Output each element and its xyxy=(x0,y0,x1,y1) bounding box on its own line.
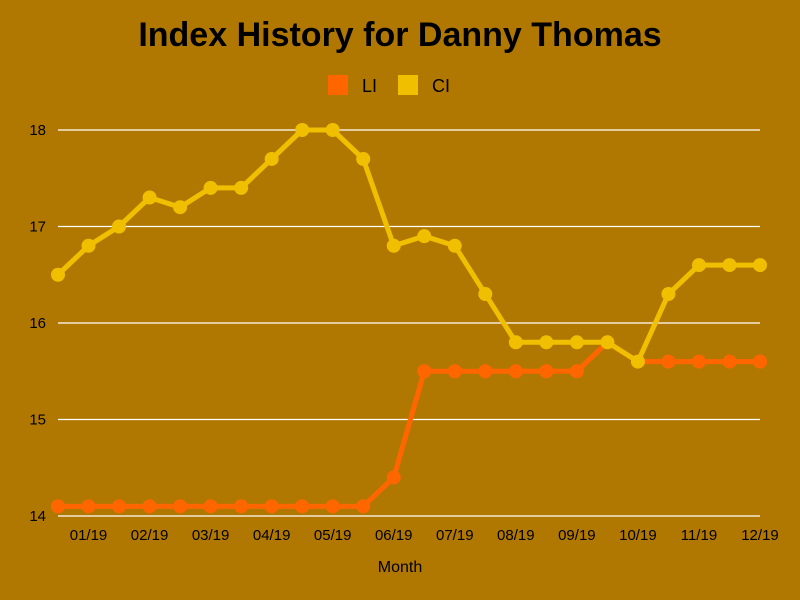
data-point-ci xyxy=(173,200,188,215)
chart-title: Index History for Danny Thomas xyxy=(138,16,661,54)
x-tick-label: 08/19 xyxy=(497,527,535,544)
x-tick-label: 04/19 xyxy=(253,527,291,544)
series-group xyxy=(51,123,767,514)
data-point-li xyxy=(417,364,432,379)
data-point-li xyxy=(753,354,767,369)
data-point-ci xyxy=(447,238,462,253)
grid xyxy=(58,129,760,517)
data-point-li xyxy=(356,499,371,514)
data-point-li xyxy=(112,499,127,514)
data-point-ci xyxy=(234,180,249,195)
data-point-ci xyxy=(417,229,432,244)
data-point-li xyxy=(447,364,462,379)
data-point-ci xyxy=(539,335,554,350)
legend-label-li: LI xyxy=(362,76,377,96)
legend: LI CI xyxy=(328,75,450,96)
data-point-ci xyxy=(51,267,65,282)
data-point-ci xyxy=(325,123,340,137)
x-tick-label: 12/19 xyxy=(741,527,779,544)
data-point-ci xyxy=(478,287,493,302)
data-point-li xyxy=(539,364,554,379)
data-point-li xyxy=(51,499,65,514)
x-tick-label: 02/19 xyxy=(131,527,169,544)
data-point-li xyxy=(661,354,676,369)
data-point-li xyxy=(234,499,249,514)
x-tick-label: 11/19 xyxy=(681,527,717,544)
x-axis-ticks: 01/19 02/19 03/19 04/19 05/19 06/19 07/19 08/19… xyxy=(70,527,779,544)
data-point-ci xyxy=(203,180,218,195)
data-point-ci xyxy=(142,190,157,205)
legend-label-ci: CI xyxy=(432,76,450,96)
y-tick-label: 15 xyxy=(29,412,46,429)
data-point-li xyxy=(295,499,310,514)
data-point-ci xyxy=(722,258,737,273)
y-tick-label: 17 xyxy=(29,219,46,236)
legend-swatch-ci xyxy=(398,75,418,95)
y-tick-label: 18 xyxy=(29,122,46,139)
data-point-ci xyxy=(661,287,676,302)
data-point-li xyxy=(722,354,737,369)
series-line-ci xyxy=(55,127,763,365)
data-point-ci xyxy=(295,123,310,137)
x-axis-label: Month xyxy=(378,559,422,576)
data-point-ci xyxy=(569,335,584,350)
data-point-ci xyxy=(753,258,767,273)
x-tick-label: 03/19 xyxy=(192,527,230,544)
x-tick-label: 01/19 xyxy=(70,527,108,544)
y-tick-label: 14 xyxy=(29,508,46,525)
data-point-ci xyxy=(630,354,645,369)
y-axis-ticks: 14 15 16 17 18 xyxy=(29,122,46,525)
data-point-ci xyxy=(508,335,523,350)
data-point-ci xyxy=(386,238,401,253)
y-tick-label: 16 xyxy=(29,315,46,332)
data-point-li xyxy=(691,354,706,369)
data-point-li xyxy=(386,470,401,485)
series-ci xyxy=(51,123,767,369)
x-tick-label: 05/19 xyxy=(314,527,352,544)
x-tick-label: 07/19 xyxy=(436,527,474,544)
data-point-li xyxy=(173,499,188,514)
x-tick-label: 10/19 xyxy=(619,527,657,544)
data-point-ci xyxy=(356,151,371,166)
data-point-li xyxy=(142,499,157,514)
data-point-ci xyxy=(600,335,615,350)
data-point-li xyxy=(264,499,279,514)
data-point-li xyxy=(478,364,493,379)
data-point-ci xyxy=(81,238,96,253)
data-point-li xyxy=(569,364,584,379)
data-point-li xyxy=(203,499,218,514)
x-tick-label: 06/19 xyxy=(375,527,413,544)
data-point-ci xyxy=(112,219,127,234)
x-tick-label: 09/19 xyxy=(558,527,596,544)
data-point-ci xyxy=(691,258,706,273)
data-point-li xyxy=(325,499,340,514)
series-li xyxy=(51,335,767,514)
data-point-ci xyxy=(264,151,279,166)
legend-swatch-li xyxy=(328,75,348,95)
data-point-li xyxy=(508,364,523,379)
series-line-li xyxy=(55,339,763,509)
data-point-li xyxy=(81,499,96,514)
